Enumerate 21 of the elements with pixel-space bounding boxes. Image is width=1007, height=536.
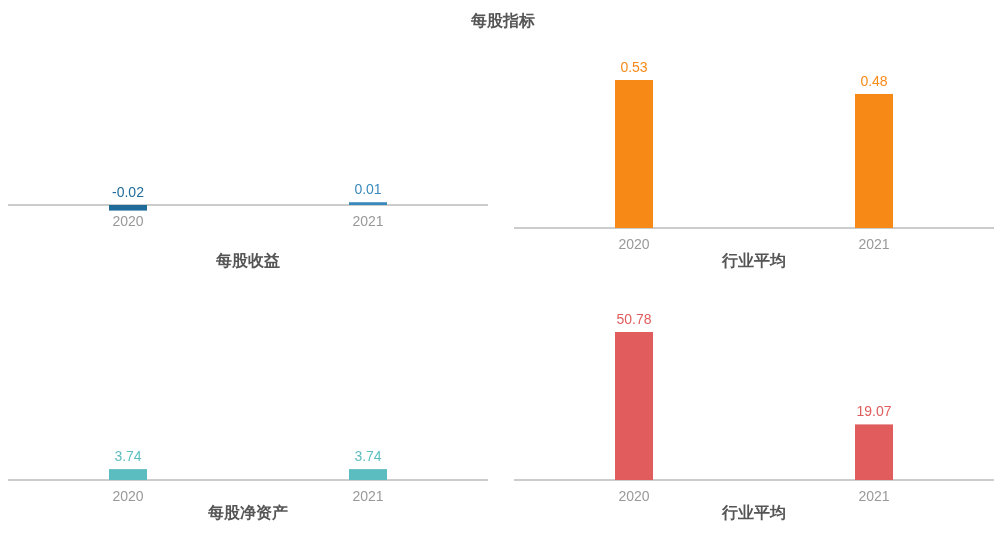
x-axis-title: 行业平均 xyxy=(721,252,786,269)
x-tick-label: 2021 xyxy=(352,213,384,229)
x-tick-label: 2020 xyxy=(618,236,650,252)
x-tick-label: 2021 xyxy=(858,236,890,252)
chart-title: 每股指标 xyxy=(470,12,535,29)
data-label: 0.53 xyxy=(620,59,648,75)
x-tick-label: 2020 xyxy=(112,213,144,229)
data-label: 0.01 xyxy=(354,181,382,198)
x-tick-label: 2021 xyxy=(858,488,890,504)
x-axis-title: 每股收益 xyxy=(215,252,280,269)
x-tick-label: 2020 xyxy=(618,488,650,504)
x-tick-label: 2020 xyxy=(112,488,144,504)
x-axis-title: 行业平均 xyxy=(721,504,786,521)
data-label: -0.02 xyxy=(112,184,145,200)
data-label: 3.74 xyxy=(354,448,382,465)
data-label: 19.07 xyxy=(856,403,892,420)
data-label: 50.78 xyxy=(616,311,652,327)
x-axis-title: 每股净资产 xyxy=(207,504,288,521)
data-label: 3.74 xyxy=(114,448,142,465)
data-label: 0.48 xyxy=(860,72,888,89)
x-tick-label: 2021 xyxy=(352,488,384,504)
